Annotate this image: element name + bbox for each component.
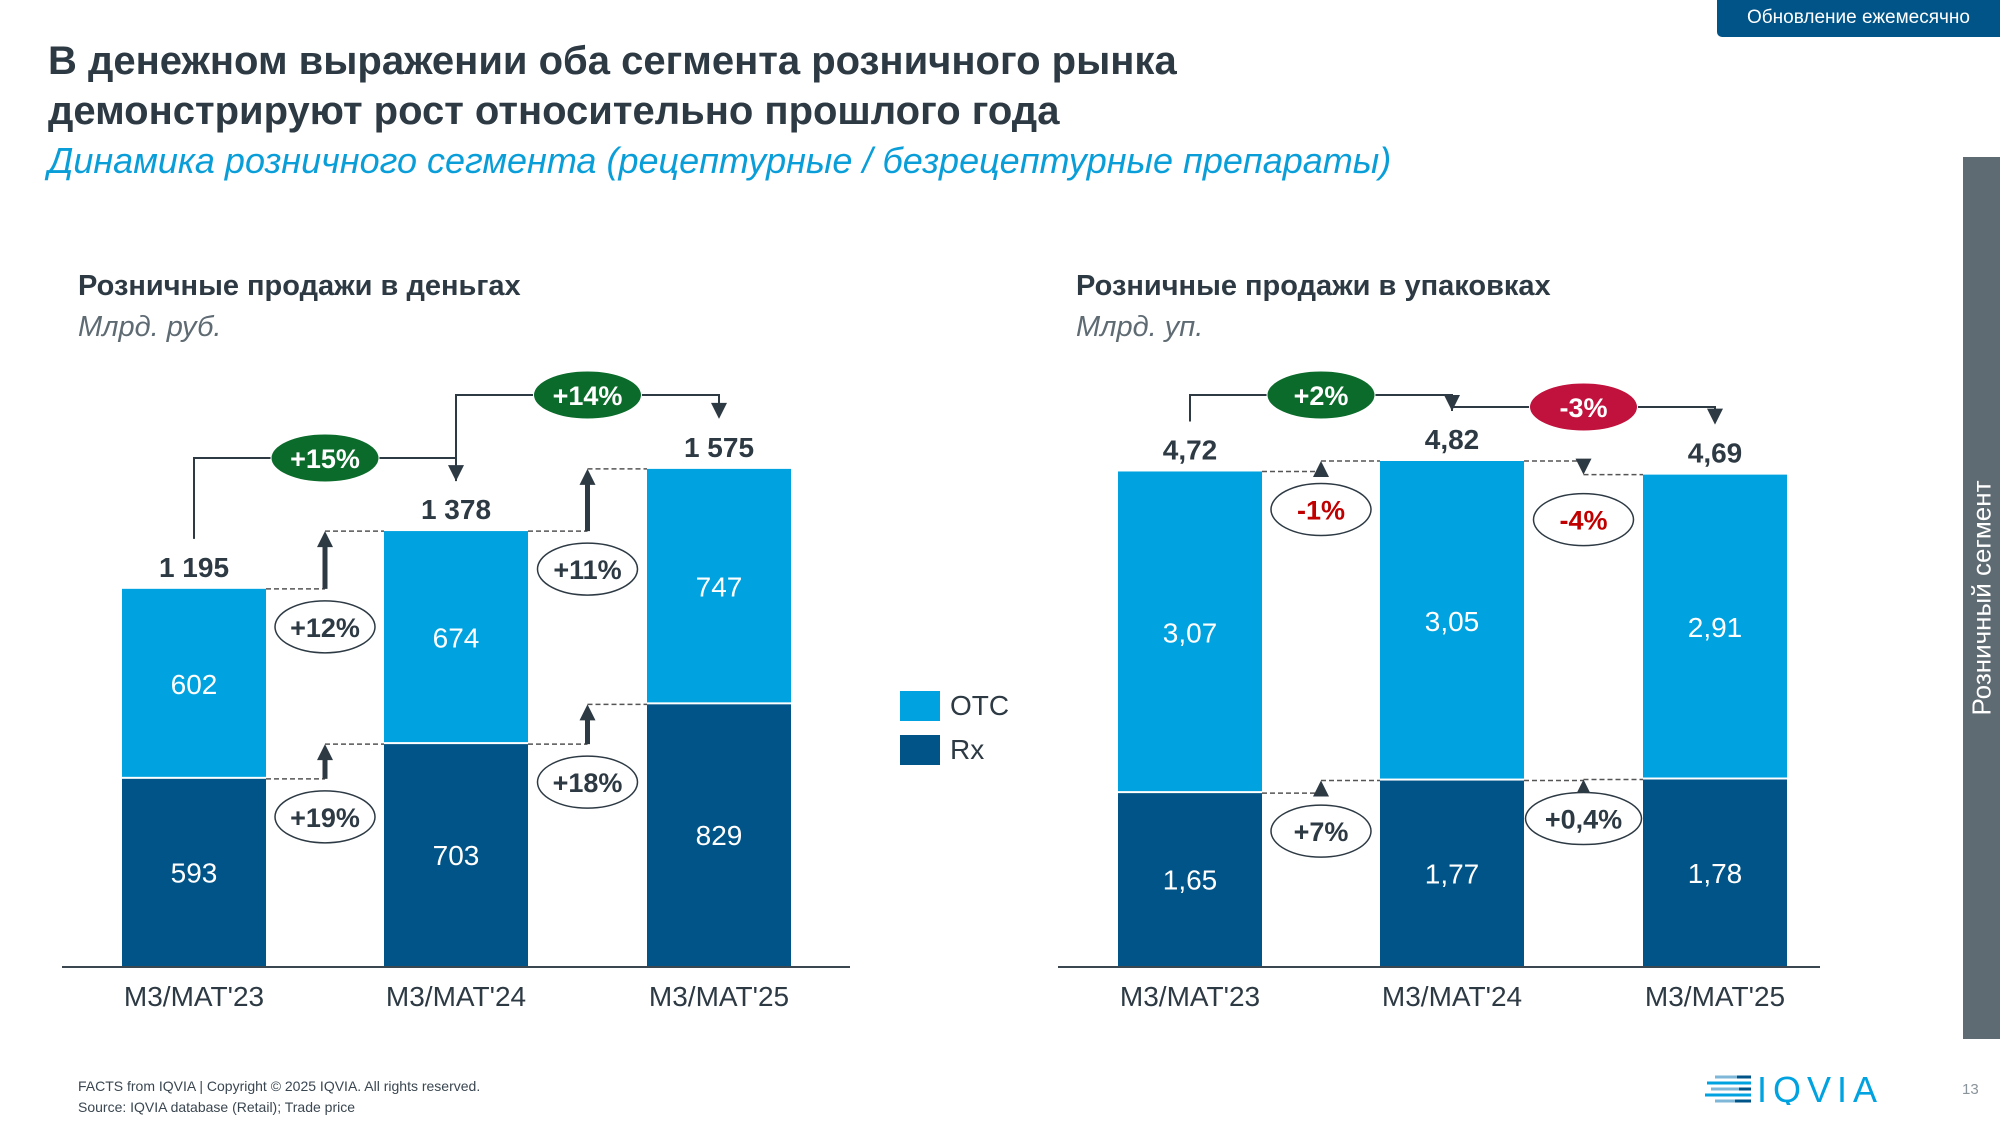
packs-otc-growth-ellipse xyxy=(1270,482,1372,537)
money-bar-rx xyxy=(122,778,266,966)
money-label-rx: 593 xyxy=(171,857,218,888)
money-total-arrow-head xyxy=(711,402,727,419)
money-total-growth-label: +15% xyxy=(290,444,360,474)
money-rx-growth-label: +19% xyxy=(290,803,360,833)
money-label-otc: 747 xyxy=(696,572,743,603)
packs-x-tick-label: M3/MAT'24 xyxy=(1382,981,1522,1012)
money-label-rx: 703 xyxy=(433,840,480,871)
packs-bar-rx xyxy=(1380,780,1524,966)
packs-bar-rx xyxy=(1643,779,1787,966)
packs-otc-arrow-head xyxy=(1313,461,1329,477)
money-bar-otc xyxy=(122,588,266,777)
packs-otc-arrow-head xyxy=(1575,458,1592,475)
packs-otc-growth-ellipse xyxy=(1532,492,1635,547)
legend-label-otc: OTC xyxy=(950,690,1010,721)
page-title-line-1: В денежном выражении оба сегмента рознич… xyxy=(48,39,1177,83)
packs-label-otc: 3,05 xyxy=(1425,606,1480,637)
money-rx-growth-label: +18% xyxy=(553,768,623,798)
packs-label-otc: 2,91 xyxy=(1688,612,1743,643)
packs-chart: 1,65 3,07 4,72 M3/MAT'23 1,77 3,05 4,82 M3/MAT'… xyxy=(1058,370,1820,1012)
packs-rx-arrow-head xyxy=(1313,780,1329,797)
legend-item-rx: Rx xyxy=(900,728,1009,772)
money-bar-rx xyxy=(384,744,528,966)
page-title-line-2: демонстрируют рост относительно прошлого… xyxy=(48,89,1060,133)
packs-rx-growth-label: +7% xyxy=(1294,817,1349,847)
money-chart-unit: Млрд. руб. xyxy=(78,311,222,343)
packs-otc-growth-label: -1% xyxy=(1297,495,1345,525)
money-total-growth-badge xyxy=(270,433,380,483)
footer-source: Source: IQVIA database (Retail); Trade p… xyxy=(78,1099,356,1115)
money-otc-arrow-head xyxy=(317,531,333,548)
packs-x-tick-label: M3/MAT'25 xyxy=(1645,981,1785,1012)
page-title: В денежном выражении оба сегмента рознич… xyxy=(48,36,1177,136)
packs-bar-rx xyxy=(1118,793,1262,966)
packs-total-growth-badge xyxy=(1266,370,1376,420)
legend-item-otc: OTC xyxy=(900,684,1009,728)
money-bar-rx xyxy=(647,704,791,966)
money-chart-title: Розничные продажи в деньгах xyxy=(78,270,521,302)
packs-total-arrow-head xyxy=(1707,408,1723,425)
packs-total-growth-label: +2% xyxy=(1294,381,1349,411)
footer-copyright: FACTS from IQVIA | Copyright © 2025 IQVI… xyxy=(78,1078,481,1094)
packs-otc-growth-label: -4% xyxy=(1559,506,1607,536)
money-otc-growth-ellipse xyxy=(274,600,376,654)
packs-chart-title: Розничные продажи в упаковках xyxy=(1076,270,1551,302)
packs-label-rx: 1,65 xyxy=(1163,865,1218,896)
money-x-tick-label: M3/MAT'25 xyxy=(649,981,789,1012)
money-rx-growth-ellipse xyxy=(274,790,376,844)
packs-total-growth-badge xyxy=(1529,382,1638,432)
packs-total-arrow-head xyxy=(1444,395,1460,411)
money-otc-growth-ellipse xyxy=(536,542,639,596)
chart-legend: OTC Rx xyxy=(900,684,1009,772)
money-total-growth-label: +14% xyxy=(553,381,623,411)
money-x-tick-label: M3/MAT'24 xyxy=(386,981,526,1012)
iqvia-logo-text: IQVIA xyxy=(1757,1073,1883,1105)
page-number: 13 xyxy=(1962,1081,1979,1098)
packs-label-total: 4,72 xyxy=(1163,434,1218,465)
money-rx-arrow-head xyxy=(317,744,333,761)
section-side-tab-label: Розничный сегмент xyxy=(1966,480,1996,716)
packs-label-otc: 3,07 xyxy=(1163,617,1218,648)
money-label-rx: 829 xyxy=(696,820,743,851)
money-label-total: 1 378 xyxy=(421,494,491,525)
money-bar-otc xyxy=(647,468,791,703)
money-label-total: 1 195 xyxy=(159,552,229,583)
money-label-otc: 602 xyxy=(171,669,218,700)
update-frequency-badge: Обновление ежемесячно xyxy=(1717,0,2000,37)
packs-chart-unit: Млрд. уп. xyxy=(1076,311,1204,343)
iqvia-logo: IQVIA xyxy=(1705,1073,1883,1105)
packs-label-total: 4,82 xyxy=(1425,424,1480,455)
packs-label-rx: 1,77 xyxy=(1425,858,1480,889)
money-chart: 593 602 1 195 M3/MAT'23 703 674 1 378 M3/MAT'24… xyxy=(62,370,850,1012)
money-x-tick-label: M3/MAT'23 xyxy=(124,981,264,1012)
page-subtitle: Динамика розничного сегмента (рецептурны… xyxy=(48,140,1392,181)
money-bar-otc xyxy=(384,531,528,743)
money-otc-arrow-head xyxy=(579,468,596,485)
money-total-growth-badge xyxy=(533,370,642,420)
iqvia-logo-lines-icon xyxy=(1705,1075,1751,1103)
packs-bar-otc xyxy=(1380,461,1524,779)
packs-rx-arrow-head xyxy=(1575,779,1592,796)
money-otc-growth-label: +12% xyxy=(290,613,360,643)
section-side-tab: Розничный сегмент xyxy=(1963,157,2000,1039)
money-label-total: 1 575 xyxy=(684,432,754,463)
legend-label-rx: Rx xyxy=(950,734,985,765)
money-label-otc: 674 xyxy=(433,623,480,654)
packs-bar-otc xyxy=(1643,474,1787,778)
money-rx-arrow-head xyxy=(579,704,596,721)
packs-bar-otc xyxy=(1118,471,1262,792)
packs-label-total: 4,69 xyxy=(1688,438,1743,469)
packs-rx-growth-ellipse xyxy=(1524,791,1643,846)
legend-swatch-otc xyxy=(900,691,940,721)
packs-label-rx: 1,78 xyxy=(1688,858,1743,889)
packs-x-tick-label: M3/MAT'23 xyxy=(1120,981,1260,1012)
packs-rx-growth-ellipse xyxy=(1270,804,1372,858)
packs-rx-growth-label: +0,4% xyxy=(1545,805,1622,835)
money-otc-growth-label: +11% xyxy=(553,555,621,585)
money-rx-growth-ellipse xyxy=(536,755,639,809)
packs-total-growth-label: -3% xyxy=(1559,393,1607,423)
legend-swatch-rx xyxy=(900,735,940,765)
